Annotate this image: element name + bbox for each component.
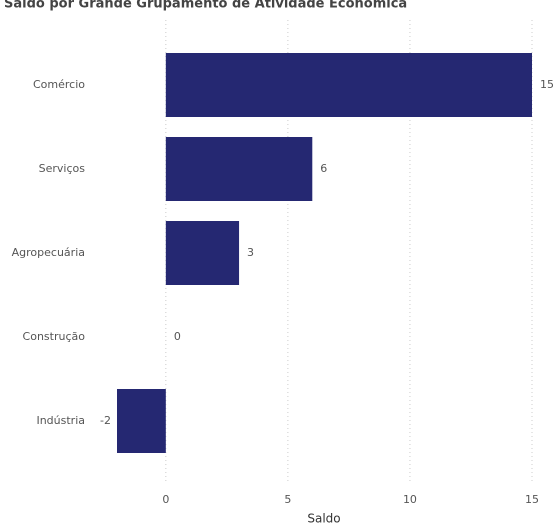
chart-title: Saldo por Grande Grupamento de Atividade…: [4, 0, 407, 12]
y-tick-label: Serviços: [39, 162, 86, 175]
data-label: 0: [174, 330, 181, 343]
data-label: 15: [540, 78, 554, 91]
x-tick-label: 5: [284, 493, 291, 506]
data-label: 6: [320, 162, 327, 175]
bar: [165, 53, 532, 117]
y-tick-label: Agropecuária: [12, 246, 85, 259]
y-tick-label: Comércio: [33, 78, 85, 91]
y-tick-label: Indústria: [36, 414, 85, 427]
bar: [117, 389, 166, 453]
x-axis-title: Saldo: [307, 512, 340, 526]
x-tick-label: 10: [403, 493, 417, 506]
x-tick-label: 0: [162, 493, 169, 506]
data-label: -2: [100, 414, 111, 427]
data-label: 3: [247, 246, 254, 259]
x-tick-label: 15: [525, 493, 539, 506]
bar: [165, 137, 313, 201]
bar: [165, 221, 240, 285]
y-tick-label: Construção: [23, 330, 86, 343]
